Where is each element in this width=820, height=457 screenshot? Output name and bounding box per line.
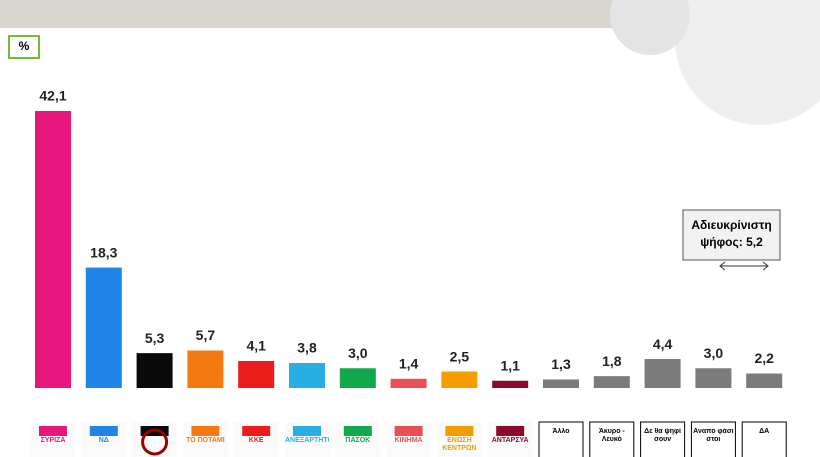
legend-label: ΑΝΕΞΑΡΤΗΤΟΙ: [285, 437, 329, 444]
legend-wrap: Δε θα ψηφί σουν: [644, 428, 682, 443]
bar: [746, 373, 783, 388]
legend-swatch: [445, 426, 474, 436]
legend-wrap: ΣΥΡΙΖΑ: [40, 437, 66, 444]
legend-label: ΤΟ ΠΟΤΑΜΙ: [186, 437, 225, 444]
legend-box: [538, 421, 584, 457]
value-label: 2,2: [754, 350, 774, 366]
bar: [593, 376, 630, 388]
unit-label: %: [19, 39, 30, 53]
bar: [339, 368, 376, 388]
legend-box: [741, 421, 787, 457]
annotation-box: [682, 209, 781, 261]
legend-label: ΠΑΣΟΚ: [345, 437, 371, 444]
legend-wrap: ΕΝΩΣΗ ΚΕΝΤΡΩΝ: [442, 437, 477, 452]
legend-label: Άκυρο - Λευκό: [598, 428, 625, 443]
value-label: 18,3: [90, 244, 117, 260]
legend-wrap: ΚΙΝΗΜΑ: [394, 437, 423, 444]
legend-label: Δε θα ψηφί σουν: [644, 428, 682, 443]
legend-swatch: [242, 426, 271, 436]
legend-label: ΔΑ: [759, 428, 770, 435]
legend-label: ΣΥΡΙΖΑ: [40, 437, 66, 444]
legend-wrap: ΠΑΣΟΚ: [345, 437, 371, 444]
value-label: 1,8: [602, 353, 622, 369]
legend-swatch: [343, 426, 372, 436]
legend-swatch: [293, 426, 321, 436]
legend-label: ΝΔ: [98, 437, 109, 444]
legend-swatch: [496, 426, 525, 436]
decor: [675, 0, 820, 125]
bar: [644, 359, 681, 388]
legend-swatch: [191, 426, 220, 436]
legend-label: ΚΚΕ: [248, 437, 264, 444]
bar: [187, 350, 224, 388]
bar: [492, 380, 529, 388]
value-label: 2,5: [450, 348, 470, 364]
value-label: 3,0: [348, 345, 368, 361]
bar: [35, 111, 71, 388]
legend-box: [690, 421, 736, 457]
bar: [238, 361, 275, 388]
value-label: 1,1: [500, 357, 520, 373]
bar: [390, 378, 427, 388]
legend-box: [640, 421, 686, 457]
legend-swatch: [394, 426, 423, 436]
bar: [289, 362, 325, 388]
legend-wrap: ΔΑ: [759, 428, 770, 435]
legend-wrap: Άλλο: [552, 428, 570, 435]
bar: [441, 371, 478, 388]
unit-box: [8, 35, 40, 59]
bar: [543, 379, 579, 388]
legend-label: ΚΙΝΗΜΑ: [394, 437, 423, 444]
legend-swatch: [39, 426, 67, 436]
legend-label: ΕΝΩΣΗ ΚΕΝΤΡΩΝ: [442, 437, 477, 452]
decor: [610, 0, 690, 55]
legend-wrap: Αναπο φάσι στοι: [693, 428, 734, 443]
legend-wrap: Άκυρο - Λευκό: [598, 428, 625, 443]
annotation: Αδιευκρίνιστη ψήφος: 5,2: [691, 218, 772, 249]
annotation-wrap: Αδιευκρίνιστη ψήφος: 5,2: [691, 218, 772, 249]
value-label: 3,0: [704, 345, 724, 361]
legend-wrap: ΚΚΕ: [248, 437, 264, 444]
value-label: 4,1: [246, 338, 266, 354]
value-label: 42,1: [39, 88, 66, 104]
value-label: 1,4: [399, 355, 419, 371]
value-label: 3,8: [297, 340, 317, 356]
value-label: 5,7: [196, 327, 216, 343]
legend-wrap: ΝΔ: [98, 437, 109, 444]
value-label: 5,3: [145, 330, 165, 346]
legend-label: Αναπο φάσι στοι: [693, 428, 734, 443]
value-label: 1,3: [551, 356, 571, 372]
legend-label: Άλλο: [552, 428, 570, 435]
legend-logo: [141, 428, 169, 456]
legend-wrap: ΑΝΕΞΑΡΤΗΤΟΙ: [285, 437, 329, 444]
annotation-arrow: [719, 261, 769, 271]
bar: [695, 368, 732, 388]
legend-wrap: ΤΟ ΠΟΤΑΜΙ: [186, 437, 225, 444]
value-label: 4,4: [653, 336, 673, 352]
legend-label: ΑΝΤΑΡΣΥΑ: [491, 437, 529, 444]
legend-wrap: ΑΝΤΑΡΣΥΑ: [491, 437, 529, 444]
bar: [85, 267, 122, 388]
legend-swatch: [89, 426, 118, 436]
bar: [136, 353, 173, 388]
legend-box: [589, 421, 635, 457]
